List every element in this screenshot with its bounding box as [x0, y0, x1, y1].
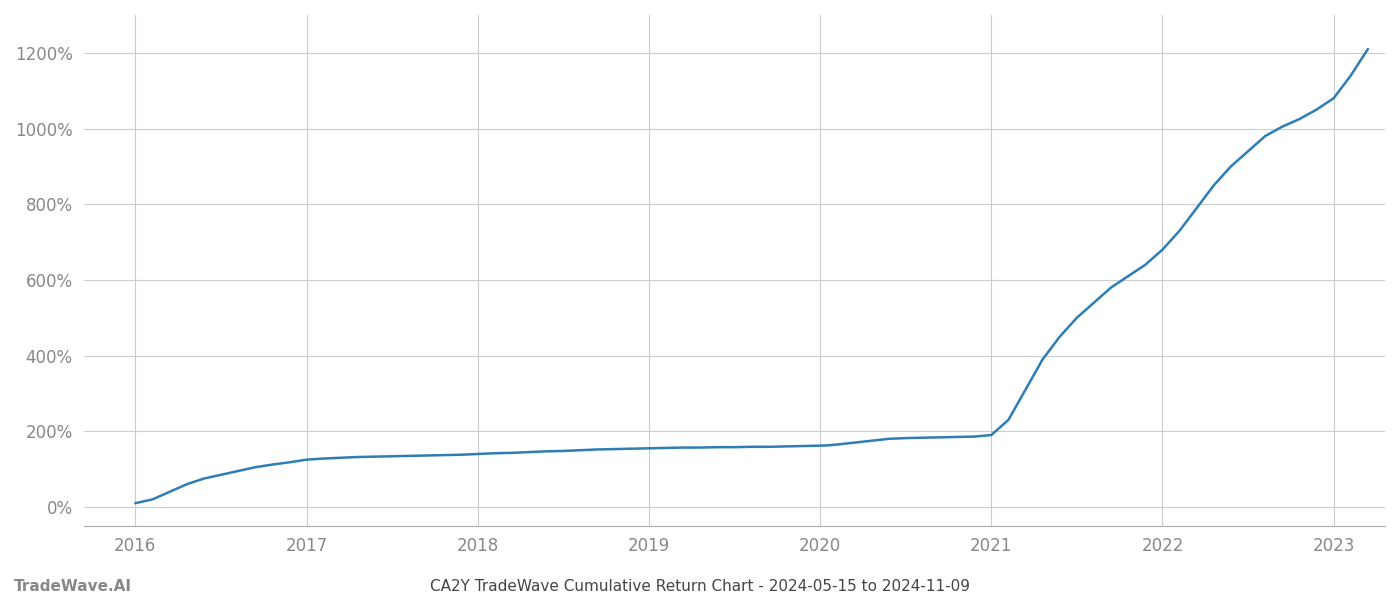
Text: CA2Y TradeWave Cumulative Return Chart - 2024-05-15 to 2024-11-09: CA2Y TradeWave Cumulative Return Chart -… — [430, 579, 970, 594]
Text: TradeWave.AI: TradeWave.AI — [14, 579, 132, 594]
